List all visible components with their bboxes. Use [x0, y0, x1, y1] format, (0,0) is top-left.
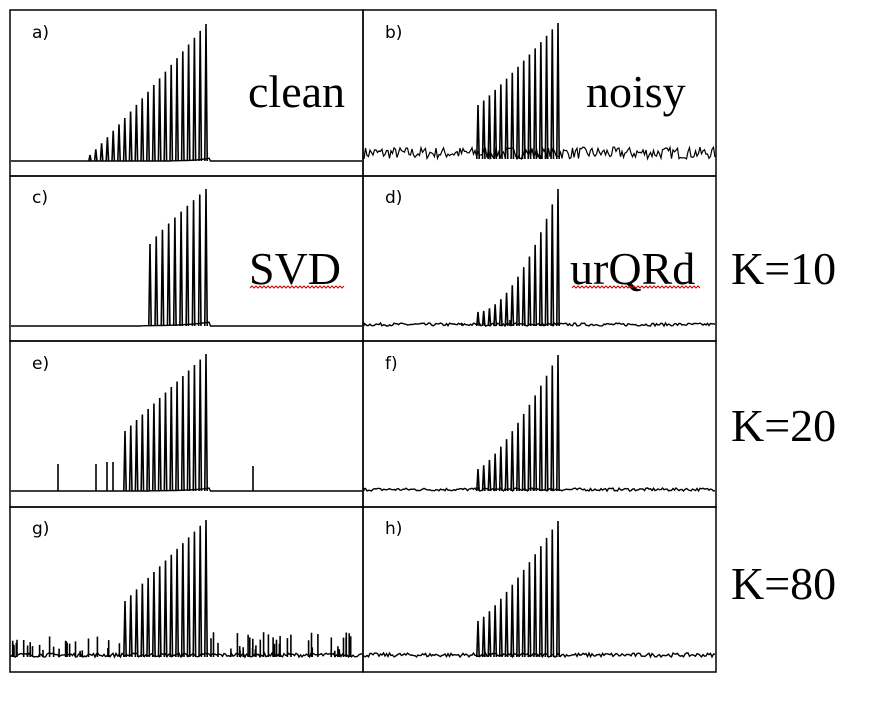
svd-spellcheck-squiggle	[249, 285, 345, 289]
panel-d-peaks	[461, 188, 560, 327]
panel-h-baseline	[363, 651, 716, 659]
panel-e-frame	[9, 340, 364, 508]
panel-e-letter: e)	[32, 354, 49, 374]
panel-e-peaks	[57, 353, 254, 492]
panel-a-baseline	[11, 157, 362, 162]
panel-grid	[9, 9, 717, 673]
panel-d-baseline	[363, 321, 716, 328]
panel-g-baseline	[10, 651, 363, 659]
panel-h-frame	[362, 506, 717, 673]
panel-a-title: clean	[248, 66, 345, 117]
panel-a-letter: a)	[32, 23, 49, 43]
panel-g-frame	[9, 506, 364, 673]
panel-d-letter: d)	[385, 188, 402, 208]
row-label-k20: K=20	[731, 400, 836, 451]
panel-d-title: urQRd	[570, 243, 695, 294]
panel-f-baseline	[363, 486, 716, 493]
row-label-k10: K=10	[731, 243, 836, 294]
panel-f-letter: f)	[385, 354, 398, 374]
panel-e-baseline	[11, 487, 362, 492]
panel-b-peaks	[476, 22, 560, 160]
row-label-k80: K=80	[731, 558, 836, 609]
panel-h-letter: h)	[385, 519, 402, 539]
panel-h-peaks	[476, 520, 560, 658]
panel-g-letter: g)	[32, 519, 49, 539]
panel-g-peaks	[11, 519, 352, 658]
panel-c-letter: c)	[32, 188, 48, 208]
panel-c-peaks	[148, 188, 208, 327]
panel-b-letter: b)	[385, 23, 402, 43]
panel-b-title: noisy	[586, 66, 686, 117]
panel-a-peaks	[88, 23, 208, 162]
spectra-traces	[10, 22, 716, 659]
panel-c-title: SVD	[249, 243, 341, 294]
urqrd-spellcheck-squiggle	[571, 285, 701, 289]
panel-f-peaks	[476, 354, 560, 492]
